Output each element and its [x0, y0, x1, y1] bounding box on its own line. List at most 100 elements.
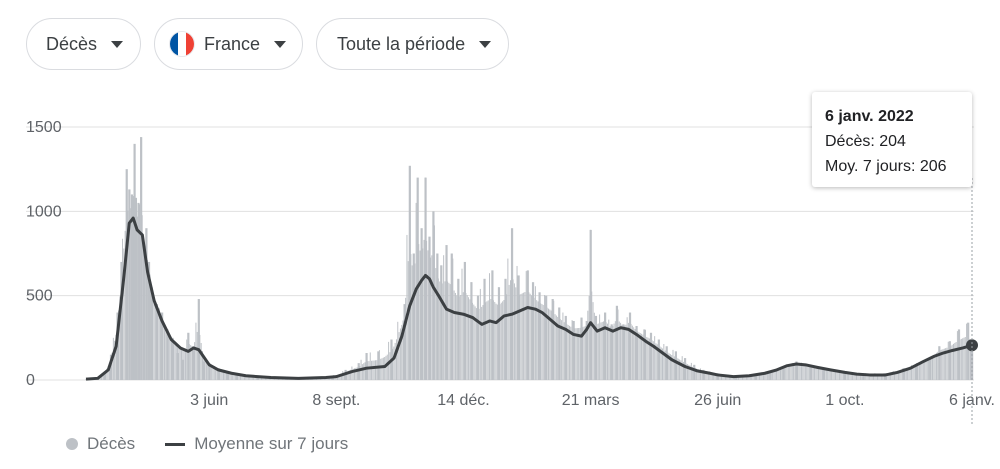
bar — [255, 376, 257, 380]
bar — [372, 360, 374, 380]
bar — [347, 370, 349, 380]
bar — [371, 360, 373, 380]
bar — [224, 371, 226, 380]
bar — [654, 336, 656, 380]
bar — [476, 295, 480, 380]
bar — [137, 202, 140, 380]
bar — [483, 278, 486, 380]
bar — [544, 294, 546, 380]
bar — [765, 372, 767, 380]
flag-blue-stripe — [170, 32, 178, 56]
bar — [920, 361, 922, 380]
bar — [907, 367, 909, 380]
bar — [496, 304, 498, 380]
bar — [649, 332, 653, 380]
bar — [525, 271, 527, 380]
bar-series — [85, 137, 974, 380]
bar — [635, 326, 638, 380]
bar — [489, 273, 491, 380]
bar — [450, 253, 453, 380]
line-series — [85, 216, 978, 381]
bar — [222, 371, 224, 380]
bar — [107, 366, 109, 380]
bar — [394, 342, 396, 380]
bar — [585, 320, 588, 380]
bar — [701, 370, 703, 380]
bar — [597, 323, 599, 380]
bar — [762, 373, 764, 380]
bar — [226, 373, 229, 380]
bar — [896, 371, 898, 380]
x-tick-label: 14 déc. — [437, 392, 489, 409]
bar — [738, 376, 740, 380]
bar — [570, 326, 572, 380]
bar — [781, 367, 783, 380]
bar — [351, 366, 353, 380]
bar — [838, 371, 840, 380]
flag-red-stripe — [186, 32, 194, 56]
bar — [381, 358, 383, 380]
bar — [697, 369, 699, 380]
bar — [656, 344, 658, 380]
bar — [865, 373, 867, 380]
bar — [406, 234, 408, 380]
bar — [196, 331, 198, 380]
bar — [542, 304, 544, 380]
bar — [957, 329, 961, 380]
country-dropdown[interactable]: France — [154, 18, 303, 70]
bar — [963, 337, 965, 380]
bar — [461, 268, 463, 380]
bar — [921, 361, 923, 380]
bar — [664, 350, 666, 380]
bar — [385, 355, 387, 380]
bar — [723, 374, 725, 380]
bar — [812, 366, 814, 380]
bar — [246, 375, 248, 380]
bar — [933, 354, 935, 380]
bar — [500, 302, 502, 380]
bar — [875, 374, 877, 380]
bar — [932, 355, 934, 380]
bar — [494, 301, 496, 380]
bar — [389, 352, 391, 380]
bar — [754, 374, 757, 380]
bar — [867, 374, 869, 380]
bar — [240, 374, 241, 380]
bar — [235, 374, 238, 380]
bar — [943, 348, 945, 380]
bar — [554, 314, 556, 380]
metric-dropdown[interactable]: Décès — [26, 18, 141, 70]
legend-line-label: Moyenne sur 7 jours — [194, 434, 349, 453]
bar — [713, 373, 715, 380]
bar — [820, 367, 822, 380]
bar — [719, 374, 721, 380]
bar — [225, 372, 227, 380]
bar — [460, 294, 462, 380]
bar — [211, 365, 213, 380]
bar — [503, 299, 505, 380]
bar — [368, 361, 370, 380]
bar — [840, 371, 842, 380]
y-tick-label: 1500 — [26, 119, 62, 136]
bar — [888, 373, 890, 380]
bar — [626, 317, 628, 380]
bar — [807, 364, 809, 380]
bar — [508, 284, 510, 380]
bar — [892, 371, 894, 380]
bar — [516, 265, 518, 380]
period-dropdown[interactable]: Toute la période — [316, 18, 509, 70]
bar — [914, 364, 916, 380]
bar — [956, 331, 958, 380]
bar — [448, 282, 450, 380]
bar — [523, 292, 525, 380]
bar — [147, 261, 151, 380]
bar — [575, 328, 577, 380]
bar — [254, 376, 256, 380]
bar — [420, 228, 423, 380]
y-tick-label: 500 — [26, 288, 53, 305]
bar — [241, 375, 243, 380]
bar — [879, 374, 881, 380]
bar — [764, 372, 766, 380]
bar — [440, 265, 443, 380]
